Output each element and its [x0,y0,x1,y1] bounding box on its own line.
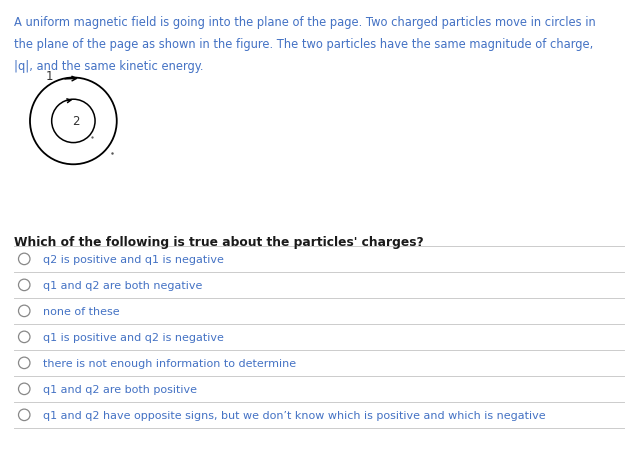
Text: 1: 1 [46,70,53,83]
Text: q1 and q2 have opposite signs, but we don’t know which is positive and which is : q1 and q2 have opposite signs, but we do… [43,410,546,420]
Text: q1 and q2 are both negative: q1 and q2 are both negative [43,280,203,290]
Text: Which of the following is true about the particles' charges?: Which of the following is true about the… [14,235,424,248]
Text: there is not enough information to determine: there is not enough information to deter… [43,358,297,368]
Text: 2: 2 [72,115,79,128]
Text: |q|, and the same kinetic energy.: |q|, and the same kinetic energy. [14,60,204,73]
Text: none of these: none of these [43,306,120,316]
Text: A uniform magnetic field is going into the plane of the page. Two charged partic: A uniform magnetic field is going into t… [14,16,596,29]
Text: the plane of the page as shown in the figure. The two particles have the same ma: the plane of the page as shown in the fi… [14,38,593,51]
Text: q1 and q2 are both positive: q1 and q2 are both positive [43,384,197,394]
Text: q2 is positive and q1 is negative: q2 is positive and q1 is negative [43,254,225,264]
Text: q1 is positive and q2 is negative: q1 is positive and q2 is negative [43,332,225,342]
